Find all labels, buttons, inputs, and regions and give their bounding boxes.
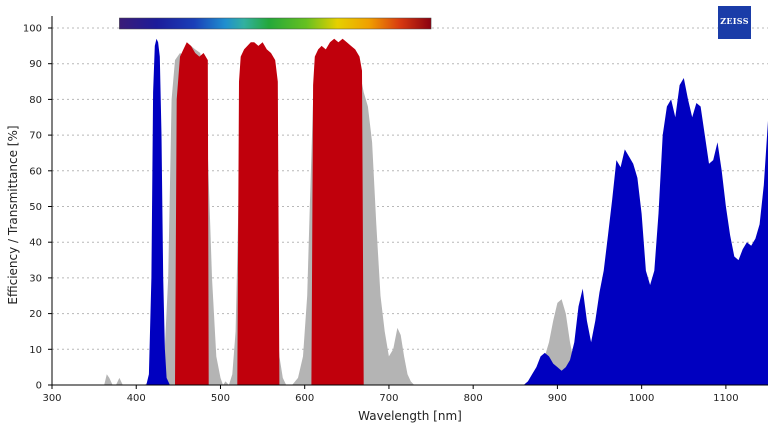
plot-area: [52, 38, 768, 386]
x-axis-title: Wavelength [nm]: [358, 409, 462, 423]
logo-text: ZEISS: [720, 16, 749, 26]
x-axis-ticks: 300 400 500 600 700 800 900 1000 1100: [42, 385, 739, 404]
y-axis-title: Efficiency / Transmittance [%]: [6, 125, 20, 304]
visible-spectrum-bar: [119, 17, 432, 30]
y-tick-label: 20: [29, 309, 42, 320]
x-tick-label: 1100: [713, 393, 738, 404]
y-tick-label: 70: [29, 131, 42, 142]
x-tick-label: 1000: [629, 393, 654, 404]
y-tick-label: 90: [29, 59, 42, 70]
y-tick-label: 100: [23, 24, 42, 35]
y-tick-label: 50: [29, 202, 42, 213]
x-tick-label: 800: [464, 393, 483, 404]
axes: [51, 16, 768, 386]
x-tick-label: 700: [379, 393, 398, 404]
x-tick-label: 400: [127, 393, 146, 404]
y-tick-label: 10: [29, 345, 42, 356]
y-axis-ticks: 0 10 20 30 40 50 60 70 80 90 100: [23, 24, 52, 392]
y-tick-label: 30: [29, 273, 42, 284]
x-tick-label: 300: [42, 393, 61, 404]
series-area-3: [52, 38, 768, 385]
y-tick-label: 0: [36, 381, 42, 392]
x-tick-label: 900: [548, 393, 567, 404]
zeiss-logo: ZEISS: [718, 6, 751, 39]
y-tick-label: 60: [29, 166, 42, 177]
series-area-2: [52, 38, 768, 385]
x-tick-label: 500: [211, 393, 230, 404]
x-tick-label: 600: [295, 393, 314, 404]
y-tick-label: 80: [29, 95, 42, 106]
y-tick-label: 40: [29, 238, 42, 249]
